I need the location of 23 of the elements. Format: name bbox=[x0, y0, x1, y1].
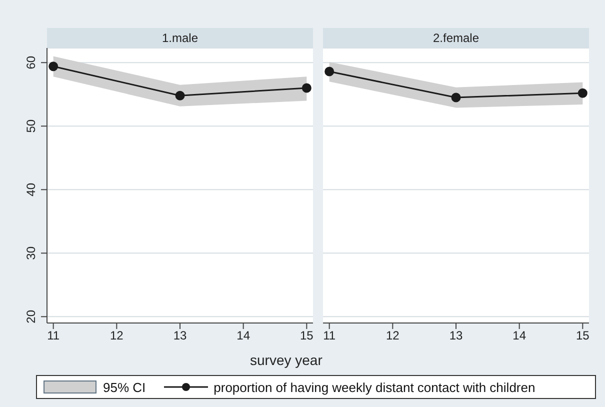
y-tick-label: 50 bbox=[24, 119, 38, 133]
point bbox=[48, 62, 58, 72]
x-tick-label: 14 bbox=[512, 328, 526, 343]
legend-label: proportion of having weekly distant contact with children bbox=[214, 380, 536, 394]
x-tick-label: 14 bbox=[236, 328, 250, 343]
x-tick-label: 15 bbox=[300, 328, 314, 343]
y-tick-label: 30 bbox=[24, 246, 38, 260]
text: 95% CI bbox=[103, 380, 146, 394]
y-tick-label: 60 bbox=[24, 56, 38, 70]
x-tick-label: 15 bbox=[576, 328, 590, 343]
point bbox=[175, 90, 185, 100]
chart-title: 2.female bbox=[323, 28, 589, 48]
x-tick-label: 13 bbox=[173, 328, 187, 343]
x-tick-label: 11 bbox=[47, 328, 60, 343]
y-tick-label: 20 bbox=[24, 310, 38, 324]
x-tick-label: 12 bbox=[386, 328, 400, 343]
x-tick-label: 11 bbox=[323, 328, 336, 343]
y-tick-label: 40 bbox=[24, 182, 38, 196]
x-axis-title: survey year bbox=[250, 352, 322, 368]
x-tick-label: 12 bbox=[110, 328, 124, 343]
x-tick-label: 13 bbox=[449, 328, 463, 343]
chart-title: 1.male bbox=[47, 28, 313, 48]
point bbox=[302, 83, 312, 93]
